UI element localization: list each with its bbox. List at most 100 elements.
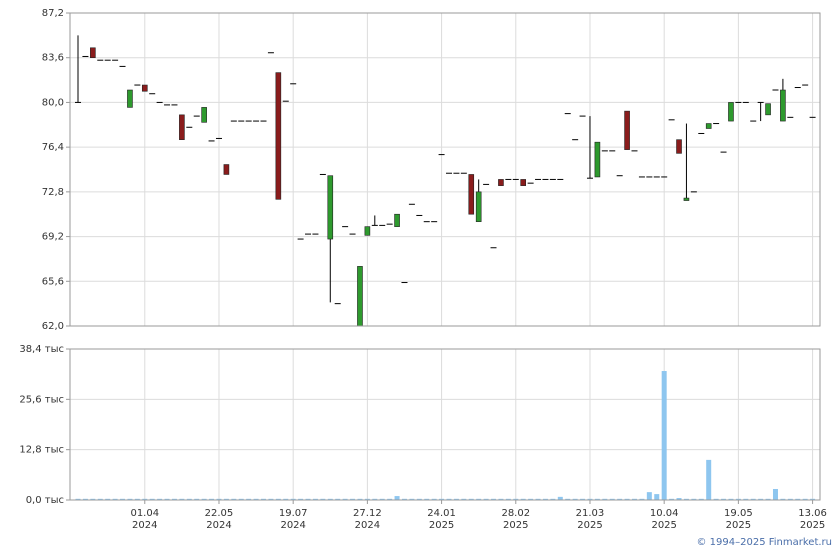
volume-bar <box>439 498 445 500</box>
volume-bar <box>728 498 734 500</box>
volume-bar <box>268 498 274 500</box>
y-tick-label: 76,4 <box>42 142 64 153</box>
volume-bar <box>698 498 704 500</box>
volume-bar <box>431 498 437 500</box>
volume-bar <box>298 498 304 500</box>
x-tick-label: 2025 <box>577 520 602 531</box>
volume-bar <box>357 498 363 500</box>
volume-bar <box>275 498 281 500</box>
volume-bar <box>127 498 133 500</box>
candle-body <box>705 123 712 129</box>
volume-bar <box>149 498 155 500</box>
volume-bar <box>327 498 333 500</box>
volume-bar <box>624 498 630 500</box>
marks <box>75 35 816 500</box>
volume-bar <box>379 498 385 500</box>
volume-bar <box>246 498 252 500</box>
volume-bar <box>424 498 430 500</box>
volume-bar <box>387 498 393 500</box>
volume-bar <box>335 498 341 500</box>
volume-bar <box>810 498 816 500</box>
y-tick-label: 80,0 <box>42 97 64 108</box>
volume-bar <box>528 498 534 500</box>
x-tick-label: 2025 <box>726 520 751 531</box>
volume-bar <box>542 498 548 500</box>
x-tick-label: 2025 <box>503 520 528 531</box>
volume-bar <box>453 498 459 500</box>
volume-bar <box>713 498 719 500</box>
volume-bar <box>186 498 192 500</box>
x-tick-label: 01.04 <box>130 508 159 519</box>
x-tick-label: 19.05 <box>724 508 753 519</box>
volume-bar <box>706 459 712 500</box>
volume-bar <box>513 498 519 500</box>
volume-bar <box>787 498 793 500</box>
x-tick-label: 2024 <box>355 520 380 531</box>
candle-body <box>223 164 230 175</box>
footer: © 1994–2025 Finmarket.ru <box>696 537 832 548</box>
x-tick-label: 2025 <box>800 520 825 531</box>
candle-body <box>498 179 504 186</box>
x-tick-label: 2024 <box>280 520 305 531</box>
y-tick-label: 69,2 <box>42 232 64 243</box>
volume-bar <box>780 498 786 500</box>
x-tick-label: 22.05 <box>205 508 234 519</box>
volume-bar <box>735 498 741 500</box>
candle-body <box>201 107 207 123</box>
volume-bar <box>609 498 615 500</box>
volume-bar <box>602 498 608 500</box>
volume-bar <box>179 498 185 500</box>
volume-bar <box>535 498 541 500</box>
y-tick-label: 12,8 тыс <box>19 445 64 456</box>
y-tick-label: 38,4 тыс <box>19 344 64 355</box>
volume-bar <box>557 496 563 500</box>
volume-bar <box>461 498 467 500</box>
y-tick-label: 65,6 <box>42 276 64 287</box>
volume-bar <box>216 498 222 500</box>
x-tick-label: 13.06 <box>798 508 827 519</box>
volume-bar <box>401 498 407 500</box>
candle-body <box>394 213 400 227</box>
volume-bar <box>669 498 675 500</box>
volume-bar <box>342 498 348 500</box>
volume-bar <box>223 498 229 500</box>
x-tick-label: 2025 <box>429 520 454 531</box>
x-tick-label: 2025 <box>651 520 676 531</box>
volume-bar <box>587 498 593 500</box>
volume-bar <box>364 498 370 500</box>
candle-body <box>127 89 133 108</box>
grid <box>66 12 820 504</box>
volume-bar <box>90 498 96 500</box>
volume-bar <box>632 498 637 500</box>
volume-bar <box>312 498 318 500</box>
volume-bar <box>372 498 378 500</box>
volume-bar <box>290 498 296 500</box>
y-tick-label: 72,8 <box>42 187 64 198</box>
volume-bar <box>505 498 511 500</box>
candle-body <box>179 114 185 140</box>
volume-bar <box>743 498 749 500</box>
candle-body <box>90 47 96 59</box>
volume-bar <box>350 498 356 500</box>
volume-bar <box>171 498 177 500</box>
volume-bar <box>75 498 81 500</box>
volume-bar <box>691 498 697 500</box>
volume-bar <box>134 498 140 500</box>
volume-bar <box>676 498 682 500</box>
x-tick-label: 2024 <box>206 520 231 531</box>
volume-bar <box>394 496 400 500</box>
candle-body <box>468 174 475 215</box>
x-tick-label: 10.04 <box>650 508 679 519</box>
volume-bar <box>750 498 756 500</box>
y-tick-label: 62,0 <box>42 321 64 332</box>
volume-bar <box>283 498 289 500</box>
x-tick-label: 27.12 <box>353 508 382 519</box>
volume-bar <box>476 498 482 500</box>
volume-bar <box>320 498 326 500</box>
volume-bar <box>142 498 148 500</box>
candle-body <box>520 179 527 186</box>
volume-bar <box>550 498 556 500</box>
volume-bar <box>721 498 727 500</box>
volume-bar <box>572 498 578 500</box>
candle-body <box>780 89 786 122</box>
